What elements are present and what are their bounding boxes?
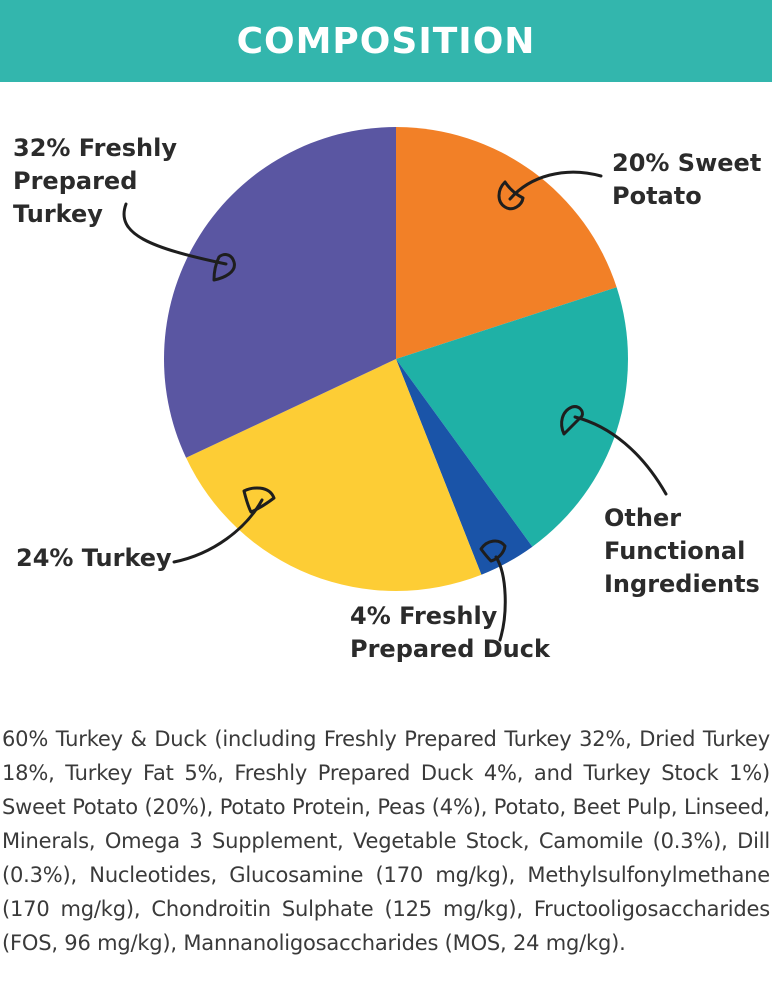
label-freshly-prepared-turkey: 32% Freshly Prepared Turkey [13, 132, 233, 231]
label-line: Prepared [13, 167, 138, 196]
composition-header: COMPOSITION [0, 0, 772, 82]
arrow-other [573, 415, 668, 496]
pie-chart [122, 127, 668, 642]
pie-chart-area: 32% Freshly Prepared Turkey 20% Sweet Po… [0, 82, 772, 692]
label-line: Potato [612, 182, 702, 211]
arrow-duck [494, 555, 507, 642]
label-line: Turkey [13, 200, 103, 229]
pie-slice-24-turkey [186, 359, 482, 591]
arrowhead-turkey32 [212, 253, 236, 282]
label-line: 4% Freshly [350, 602, 498, 630]
label-line: Functional [604, 537, 746, 566]
label-turkey: 24% Turkey [16, 542, 186, 575]
label-sweet-potato: 20% Sweet Potato [612, 147, 772, 213]
pie-slice-32-freshly-prepared-turkey [164, 127, 396, 458]
arrowhead-duck [479, 539, 507, 563]
label-line: Ingredients [604, 570, 760, 599]
label-line: Prepared Duck [350, 635, 550, 664]
label-freshly-prepared-duck: 4% Freshly Prepared Duck [350, 600, 570, 666]
arrowhead-sweet-potato [497, 180, 525, 211]
arrow-turkey32 [122, 202, 228, 266]
composition-ingredients-text: 60% Turkey & Duck (including Freshly Pre… [2, 727, 770, 955]
label-line: 20% Sweet [612, 149, 762, 177]
pie-slices [164, 127, 629, 591]
pie-slice-other-functional-ingredients [396, 287, 629, 547]
pie-slice-4-freshly-prepared-duck [396, 359, 533, 575]
arrowhead-turkey24 [242, 486, 276, 514]
label-arrows [122, 170, 668, 642]
header-title: COMPOSITION [236, 20, 536, 62]
arrow-sweet-potato [508, 170, 603, 201]
arrowhead-other [560, 405, 584, 436]
label-line: 24% Turkey [16, 544, 172, 572]
pie-slice-20-sweet-potato [396, 127, 617, 359]
label-other-functional-ingredients: Other Functional Ingredients [604, 502, 772, 601]
label-line: Other [604, 504, 682, 532]
label-line: 32% Freshly [13, 134, 178, 162]
